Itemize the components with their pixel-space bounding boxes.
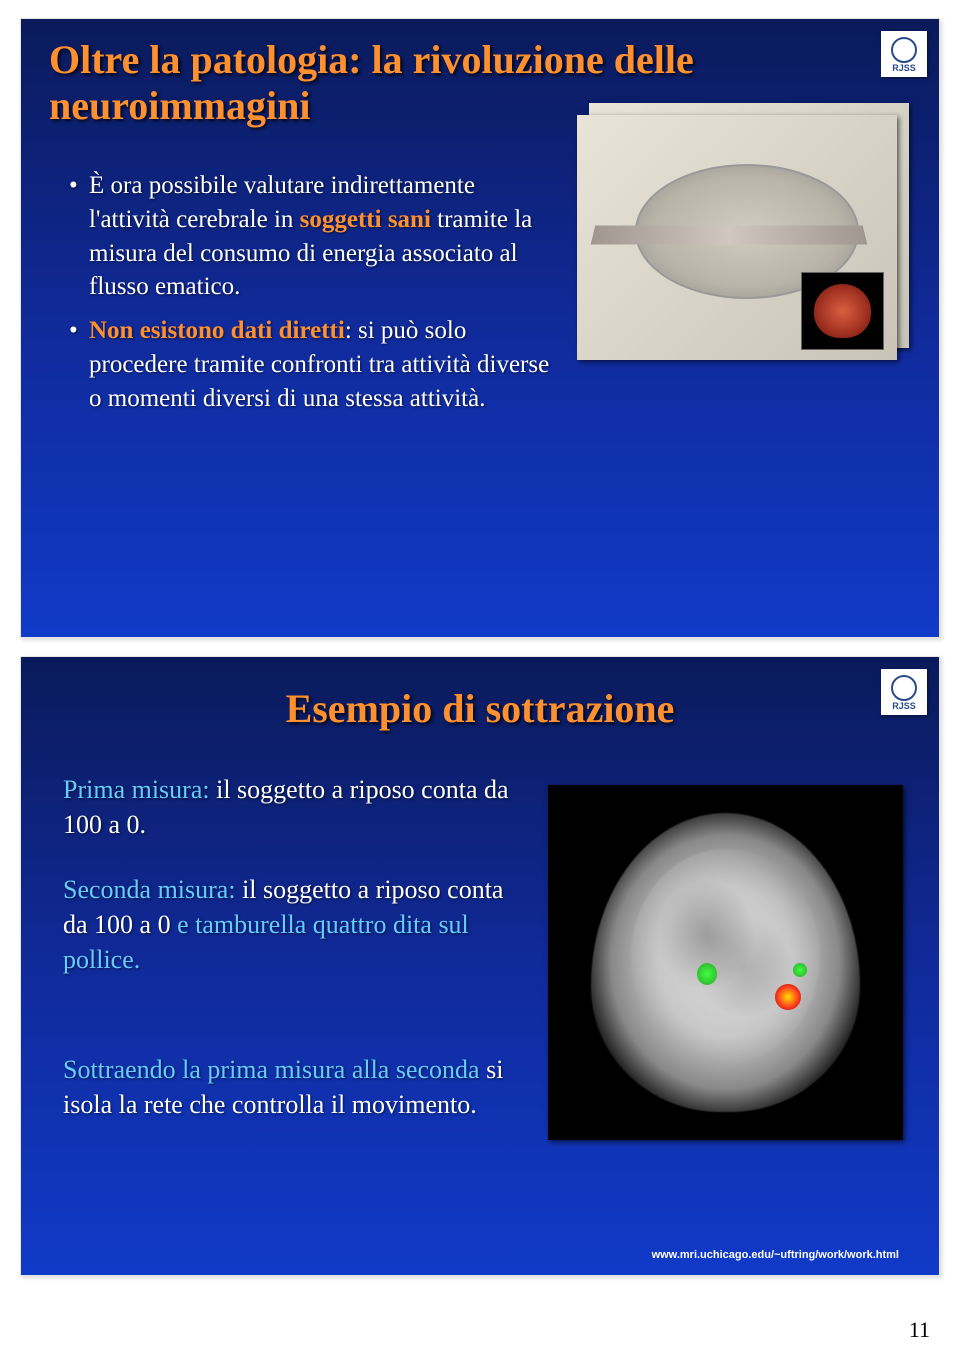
para3-label: Sottraendo la prima misura alla seconda	[63, 1055, 480, 1084]
activation-spot-red	[775, 984, 801, 1010]
mri-scanner-image-front	[577, 115, 897, 360]
bullet-item-2: Non esistono dati diretti: si può solo p…	[69, 314, 559, 415]
institution-logo: RJSS	[881, 31, 927, 77]
bullet1-highlight: soggetti sani	[300, 206, 431, 233]
slide-1: RJSS Oltre la patologia: la rivoluzione …	[20, 18, 940, 638]
logo-text: RJSS	[892, 63, 916, 73]
page-number: 11	[909, 1317, 930, 1343]
paragraph-1: Prima misura: il soggetto a riposo conta…	[63, 772, 533, 842]
bullet-list: È ora possibile valutare indirettamente …	[69, 169, 559, 425]
paragraph-3: Sottraendo la prima misura alla seconda …	[63, 1052, 533, 1122]
para1-label: Prima misura:	[63, 775, 210, 804]
image-citation: www.mri.uchicago.edu/~uftring/work/work.…	[652, 1249, 899, 1261]
activation-spot-green-right	[793, 963, 807, 977]
paragraph-2: Seconda misura: il soggetto a riposo con…	[63, 872, 533, 977]
bullet2-highlight: Non esistono dati diretti	[89, 317, 345, 344]
para2-label: Seconda misura:	[63, 875, 236, 904]
slide-2: RJSS Esempio di sottrazione Prima misura…	[20, 656, 940, 1276]
slide-title: Esempio di sottrazione	[21, 685, 939, 732]
brain-scan-image	[548, 785, 903, 1140]
bullet-item-1: È ora possibile valutare indirettamente …	[69, 169, 559, 304]
activation-spot-green-left	[697, 963, 717, 985]
